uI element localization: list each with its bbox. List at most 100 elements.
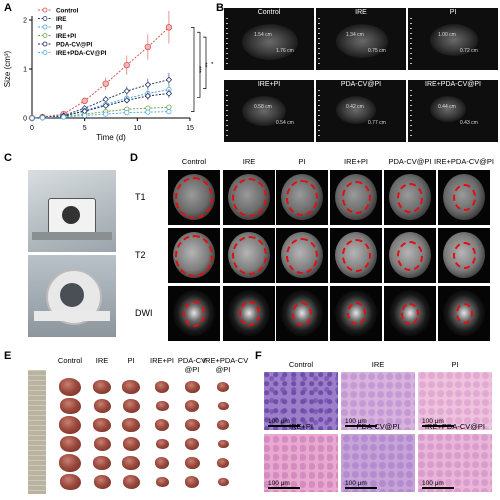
data-point-ire-pda-cv-pi <box>124 110 130 116</box>
mri-column-control: Control <box>181 157 207 166</box>
mri-image <box>330 228 382 283</box>
mri-image <box>384 286 436 341</box>
tumor-sample <box>93 399 111 413</box>
scale-bar: 100 μm <box>345 480 377 489</box>
mri-image <box>330 286 382 341</box>
data-point-ire <box>123 87 130 95</box>
legend-entry-ire: IRE <box>56 16 67 23</box>
measure-2: 0.54 cm <box>276 120 294 126</box>
tumor-sample <box>217 401 229 411</box>
depth-ruler <box>226 18 228 66</box>
measure-1: 1.34 cm <box>346 32 364 38</box>
coil-opening <box>62 206 80 224</box>
scale-bar: 100 μm <box>345 418 377 427</box>
scanner-bore <box>60 283 84 307</box>
tumor-outline <box>175 234 213 277</box>
y-tick-label: 1 <box>23 67 27 74</box>
tumor-sample <box>184 457 200 469</box>
depth-ruler <box>226 90 228 138</box>
legend-marker <box>42 7 48 13</box>
tumor-sample <box>217 382 229 392</box>
histology-image-ire: IRE 100 μm <box>341 360 415 430</box>
tumor-sample <box>122 379 140 395</box>
tumor-outline <box>452 184 476 211</box>
measure-1: 0.42 cm <box>346 104 364 110</box>
tumor-column-label: IRE+PI <box>150 356 174 365</box>
data-point-control <box>123 61 130 69</box>
legend-marker <box>42 33 48 38</box>
scale-bar: 100 μm <box>268 418 300 427</box>
depth-ruler <box>410 18 412 66</box>
tumor-sample <box>93 437 111 451</box>
histology-image-ire-pda-cv-pi: IRE+PDA-CV@PI 100 μm <box>418 422 492 492</box>
tumor-outline <box>231 178 267 217</box>
mri-image <box>276 286 328 341</box>
measure-2: 0.43 cm <box>460 120 478 126</box>
tumor-outline <box>183 300 205 327</box>
ultrasound-image-ire-pda-cv-pi: IRE+PDA-CV@PI 0.44 cm 0.43 cm <box>408 80 498 142</box>
tumor-outline <box>346 302 366 325</box>
legend-marker <box>42 41 48 47</box>
data-point-ire <box>102 96 109 103</box>
legend-entry-ire-pda-cv-pi: IRE+PDA-CV@PI <box>56 50 107 57</box>
legend-entry-control: Control <box>56 7 79 14</box>
significance-label: *** <box>195 66 201 74</box>
tumor-echo <box>430 96 466 122</box>
x-tick-label: 5 <box>83 125 87 132</box>
measure-2: 0.75 cm <box>368 48 386 54</box>
data-point-ire-pda-cv-pi <box>82 112 88 119</box>
data-point-pda-cv-pi <box>102 102 109 109</box>
data-point-ire-pda-cv-pi <box>166 109 172 115</box>
scale-bar-label: 100 μm <box>345 480 367 487</box>
mri-column-ire: IRE <box>242 157 256 166</box>
tumor-outline <box>292 301 312 326</box>
panel-label-c: C <box>4 152 12 164</box>
panel-label-b: B <box>216 2 224 14</box>
scale-bar-line <box>345 425 377 427</box>
tumor-sample <box>217 477 229 487</box>
ultrasound-image-control: Control 1.54 cm 1.76 cm <box>224 8 314 70</box>
scale-bar: 100 μm <box>422 418 454 427</box>
y-tick-label: 0 <box>23 116 27 123</box>
tumor-echo <box>242 24 298 60</box>
tumor-echo <box>242 96 286 126</box>
tumor-sample <box>155 381 169 393</box>
histology-image-control: Control 100 μm <box>264 360 338 430</box>
scale-bar-label: 100 μm <box>268 418 290 425</box>
ultrasound-title: PI <box>449 9 457 16</box>
mri-column-ire-pda-cv-pi: IRE+PDA-CV@PI <box>434 157 494 166</box>
tumor-outline <box>341 239 371 272</box>
tumor-column-label: IRE+PDA-CV @PI <box>203 356 249 374</box>
x-tick-label: 15 <box>186 125 194 132</box>
tumor-sample <box>184 419 200 431</box>
x-tick-label: 0 <box>30 125 34 132</box>
depth-ruler <box>318 90 320 138</box>
data-point-ire-pi <box>166 104 172 110</box>
y-axis-label: Size (cm³) <box>3 50 12 87</box>
ultrasound-title: Control <box>257 9 281 16</box>
tumor-outline <box>231 236 267 275</box>
tumor-sample <box>59 378 81 396</box>
tumor-sample <box>122 475 140 489</box>
tumor-outline <box>455 303 473 324</box>
tumor-outline <box>286 179 318 216</box>
mri-image <box>384 228 436 283</box>
mri-column-pda-cv-pi: PDA-CV@PI <box>388 157 432 166</box>
legend-entry-pda-cv-pi: PDA-CV@PI <box>56 41 92 48</box>
tumor-column-label: PI <box>127 356 135 365</box>
ultrasound-image-pda-cv-pi: PDA-CV@PI 0.42 cm 0.77 cm <box>316 80 406 142</box>
data-point-ire <box>165 76 173 83</box>
tumor-sample <box>122 417 140 433</box>
histology-image-pda-cv-pi: PDA-CV@PI 100 μm <box>341 422 415 492</box>
x-axis-label: Time (d) <box>96 133 126 142</box>
series-line-ire-pda-cv-pi <box>31 111 169 119</box>
scale-bar-line <box>422 425 454 427</box>
tumor-sample <box>155 457 169 469</box>
scale-bar-label: 100 μm <box>268 480 290 487</box>
x-tick-label: 10 <box>133 125 141 132</box>
data-point-ire <box>144 81 152 88</box>
data-point-ire-pda-cv-pi <box>145 109 151 115</box>
tumor-sample <box>185 400 199 412</box>
tumor-sample <box>122 437 140 451</box>
panel-label-d: D <box>130 152 138 164</box>
